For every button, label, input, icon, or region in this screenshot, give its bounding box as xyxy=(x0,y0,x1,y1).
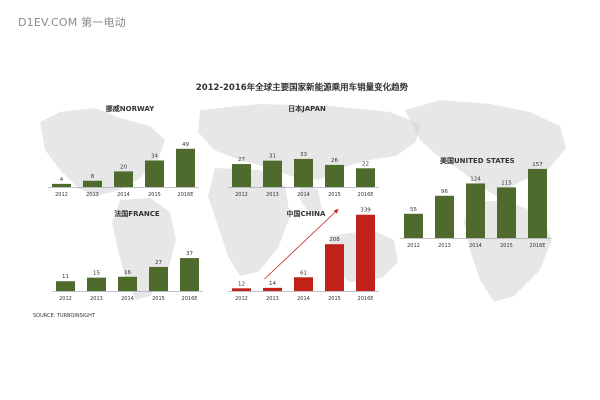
tick-label: 2016E xyxy=(178,192,194,198)
bar xyxy=(528,168,547,238)
data-label: 27 xyxy=(155,260,162,266)
data-label: 49 xyxy=(182,142,189,148)
bar xyxy=(325,164,344,187)
data-label: 15 xyxy=(93,271,100,277)
data-label: 11 xyxy=(62,274,69,280)
bar-chart-3: 法国FRANCE 11 2012 15 2013 16 2014 27 2015 37 2016E xyxy=(52,209,203,302)
bar xyxy=(180,258,199,291)
data-label: 157 xyxy=(532,162,543,168)
data-label: 96 xyxy=(441,189,448,195)
bar xyxy=(114,171,133,187)
data-label: 16 xyxy=(124,270,131,276)
data-label: 27 xyxy=(238,157,245,163)
watermark: D1EV.COM 第一电动 xyxy=(18,16,126,29)
tick-label: 2013 xyxy=(90,296,103,302)
bar xyxy=(232,164,251,187)
bar xyxy=(404,213,423,238)
bar xyxy=(435,195,454,238)
tick-label: 2012 xyxy=(59,296,72,302)
map-landmass xyxy=(405,100,566,196)
tick-label: 2014 xyxy=(117,192,130,198)
bar xyxy=(176,148,195,187)
bar xyxy=(145,160,164,187)
tick-label: 2016E xyxy=(530,243,546,249)
tick-label: 2015 xyxy=(148,192,161,198)
data-label: 339 xyxy=(360,208,371,214)
tick-label: 2014 xyxy=(297,296,310,302)
data-label: 115 xyxy=(501,180,512,186)
data-label: 34 xyxy=(151,153,158,159)
tick-label: 2014 xyxy=(297,192,310,198)
data-label: 8 xyxy=(91,174,95,180)
tick-label: 2016E xyxy=(358,296,374,302)
map-landmass xyxy=(198,104,420,180)
bar xyxy=(356,214,375,291)
data-label: 61 xyxy=(300,270,307,276)
bar xyxy=(356,168,375,187)
tick-label: 2013 xyxy=(86,192,99,198)
source-note: SOURCE: TURBOINSIGHT xyxy=(33,313,96,319)
bar xyxy=(52,183,71,187)
tick-label: 2015 xyxy=(328,192,341,198)
charts-group: 挪威NORWAY4201282013202014342015492016E日本J… xyxy=(48,104,551,302)
tick-label: 2013 xyxy=(266,192,279,198)
bar xyxy=(118,276,137,291)
bar-chart-4: 中国CHINA 12 2012 14 2013 61 2014 208 2015 339 2016E xyxy=(228,208,379,302)
bar-chart-2: 美国UNITED STATES 55 2012 96 2013 124 2014 115 201… xyxy=(400,156,551,249)
bar xyxy=(263,287,282,291)
tick-label: 2012 xyxy=(235,296,248,302)
tick-label: 2012 xyxy=(407,243,420,249)
bar xyxy=(149,266,168,291)
tick-label: 2015 xyxy=(328,296,341,302)
data-label: 26 xyxy=(331,158,338,164)
bar xyxy=(294,158,313,187)
data-label: 208 xyxy=(329,237,340,243)
tick-label: 2012 xyxy=(235,192,248,198)
data-label: 20 xyxy=(120,164,127,170)
data-label: 55 xyxy=(410,207,417,213)
bar xyxy=(325,244,344,291)
chart-title: 日本JAPAN xyxy=(288,104,326,113)
tick-label: 2013 xyxy=(266,296,279,302)
map-landmass xyxy=(208,168,290,276)
chart-title: 挪威NORWAY xyxy=(106,104,155,113)
data-label: 31 xyxy=(269,154,276,160)
tick-label: 2016E xyxy=(358,192,374,198)
bar-chart-1: 日本JAPAN 27 2012 31 2013 33 2014 26 2015 22 2016E xyxy=(228,104,379,198)
tick-label: 2013 xyxy=(438,243,451,249)
map-landmass xyxy=(40,108,165,196)
data-label: 33 xyxy=(300,152,307,158)
bar xyxy=(263,160,282,187)
bar xyxy=(294,277,313,291)
bar xyxy=(232,288,251,291)
data-label: 124 xyxy=(470,176,481,182)
bar xyxy=(87,277,106,291)
tick-label: 2014 xyxy=(469,243,482,249)
chart-title: 中国CHINA xyxy=(287,209,326,218)
main-title: 2012-2016年全球主要国家新能源乘用车销量变化趋势 xyxy=(196,82,409,93)
tick-label: 2014 xyxy=(121,296,134,302)
data-label: 12 xyxy=(238,281,245,287)
tick-label: 2015 xyxy=(152,296,165,302)
data-label: 37 xyxy=(186,251,193,257)
bar xyxy=(497,187,516,238)
bar xyxy=(56,281,75,291)
trend-arrow-line xyxy=(264,208,339,280)
tick-label: 2016E xyxy=(182,296,198,302)
map-landmass xyxy=(300,182,322,214)
trend-arrow-head xyxy=(333,209,339,214)
chart-title: 美国UNITED STATES xyxy=(440,156,515,165)
bar-chart-0: 挪威NORWAY 4 2012 8 2013 20 2014 34 2015 49 2016E xyxy=(48,104,199,198)
bar xyxy=(83,180,102,187)
tick-label: 2012 xyxy=(55,192,68,198)
data-label: 22 xyxy=(362,161,369,167)
tick-label: 2015 xyxy=(500,243,513,249)
data-label: 14 xyxy=(269,281,276,287)
data-label: 4 xyxy=(60,177,64,183)
bar xyxy=(466,183,485,238)
chart-title: 法国FRANCE xyxy=(114,209,160,218)
